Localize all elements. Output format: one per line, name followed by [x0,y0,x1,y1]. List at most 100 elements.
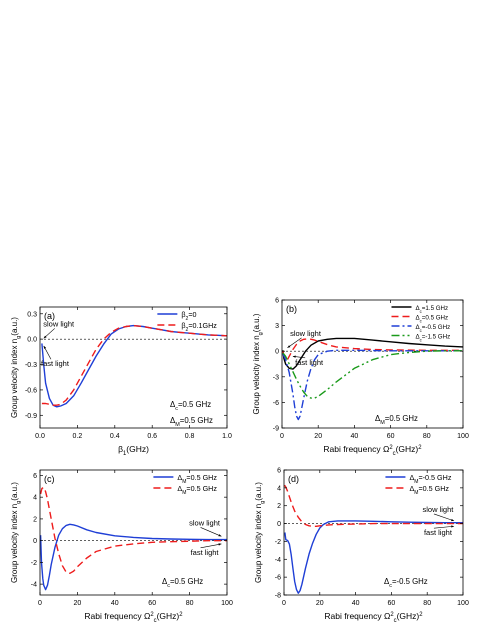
x-tick-label: 0 [280,433,284,440]
parameter-label: ΔM=0.5 GHz [375,414,418,426]
y-tick-label: 0 [277,521,281,528]
x-tick-label: 80 [423,600,431,607]
y-axis-label: Group velocity index ng(a.u.) [10,317,22,418]
parameter-label: Δc=0.5 GHz [170,400,211,412]
series-line-1 [284,520,463,594]
annotation-arrowhead [218,543,222,546]
panel-label: (b) [286,304,297,314]
x-tick-label: 40 [111,600,119,607]
y-tick-label: -9 [273,426,279,433]
x-tick-label: 100 [457,600,469,607]
x-tick-label: 60 [148,600,156,607]
plot-frame [39,469,228,596]
x-tick-label: 20 [316,600,324,607]
annotation-arrow [433,513,455,522]
y-tick-label: -8 [275,593,281,600]
y-tick-label: 0 [275,349,279,356]
y-tick-label: 2 [277,503,281,510]
annotation-arrowhead [451,525,455,528]
y-tick-label: -3 [273,374,279,381]
y-tick-label: 6 [275,298,279,305]
panel-label: (c) [44,474,55,484]
y-tick-label: -2 [275,539,281,546]
y-tick-label: -6 [273,400,279,407]
y-tick-label: 2 [33,516,37,523]
y-tick-label: 0 [33,538,37,545]
x-tick-label: 0.2 [73,433,83,440]
chart-panel-3: 0 20 40 60 80 100 -4 -2 0 2 4 6 (c) Rabi frequency Ω2… [10,469,233,624]
y-tick-label: -0.6 [25,387,37,394]
panel-label: (a) [44,311,55,321]
x-tick-label: 100 [221,600,233,607]
fast-light-annotation: fast light [295,358,324,367]
legend: β2=0β2=0.1GHz [157,310,217,333]
chart-panel-2: 0 20 40 60 80 100 -9 -6 -3 0 3 6 (b) Rabi frequency Ω… [252,298,469,458]
x-axis-label: Rabi frequency Ω2c(GHz)2 [324,611,422,624]
x-axis-label: β1(GHz) [118,444,149,457]
x-tick-label: 40 [351,433,359,440]
y-tick-label: 4 [277,485,281,492]
x-tick-label: 80 [423,433,431,440]
legend-label-2: ΔM=0.5 GHz [177,484,217,496]
chart-panel-1: 0.0 0.2 0.4 0.6 0.8 1.0 -0.9 -0.6 -0.3 0.0 0.3 (a) β… [10,306,232,457]
annotation-arrow [200,543,222,549]
slow-light-annotation: slow light [290,329,322,338]
x-tick-label: 0.0 [35,433,45,440]
parameter-label: ΔM=0.5 GHz [170,416,213,428]
parameter-label: Δc=-0.5 GHz [384,577,428,589]
chart-panel-4: 0 20 40 60 80 100 -8 -6 -4 -2 0 2 4 6 (d) Rabi frequenc… [254,468,469,625]
y-tick-label: -6 [275,575,281,582]
y-axis-label: Group velocity index ng(a.u.) [252,313,264,414]
fast-light-annotation: fast light [424,528,453,537]
fast-light-annotation: fast light [41,359,70,368]
x-tick-label: 0.8 [185,433,195,440]
x-axis-label: Rabi frequency Ω2c(GHz)2 [84,611,182,624]
plot-frame [39,306,228,429]
annotation-arrowhead [43,335,47,339]
plot-frame [283,469,464,596]
x-tick-label: 0.4 [110,433,120,440]
fast-light-annotation: fast light [191,548,220,557]
x-tick-label: 80 [186,600,194,607]
series-line-1 [40,523,227,591]
annotation-arrowhead [292,355,296,358]
legend-label-1: ΔM=0.5 GHz [177,473,217,485]
legend-label-1: β2=0 [181,310,196,322]
y-tick-label: 6 [277,468,281,475]
x-tick-label: 60 [387,433,395,440]
series-line-2 [41,324,227,406]
x-tick-label: 0 [282,600,286,607]
y-axis-label: Group velocity index ng(a.u.) [10,482,22,583]
annotation-arrow [287,337,302,349]
x-tick-label: 0 [38,600,42,607]
slow-light-annotation: slow light [189,518,221,527]
slow-light-annotation: slow light [423,505,455,514]
annotation-arrowhead [43,345,47,349]
legend-label-2: Δc=0.5 GHz [415,315,448,324]
y-tick-label: -4 [31,582,37,589]
legend-label-2: β2=0.1GHz [181,321,217,333]
annotation-arrow [433,525,455,529]
y-tick-label: 4 [33,495,37,502]
series-line-2 [282,338,463,361]
x-axis-label: Rabi frequency Ω2c(GHz)2 [323,444,421,457]
y-tick-label: -0.3 [25,362,37,369]
legend-label-4: Δc=-1.5 GHz [415,334,450,343]
y-tick-label: 3 [275,323,279,330]
y-tick-label: 0.3 [27,311,37,318]
series-line-1 [41,324,227,408]
y-tick-label: -0.9 [25,413,37,420]
x-tick-label: 0.6 [147,433,157,440]
x-tick-label: 20 [314,433,322,440]
annotation-arrowhead [287,345,291,348]
y-tick-label: 6 [33,473,37,480]
y-tick-label: 0.0 [27,337,37,344]
y-tick-label: -2 [31,560,37,567]
plot-frame [281,299,464,429]
annotation-arrowhead [218,534,222,537]
y-axis-label: Group velocity index ng(a.u.) [254,482,266,583]
series-line-4 [282,350,463,399]
x-tick-label: 60 [388,600,396,607]
